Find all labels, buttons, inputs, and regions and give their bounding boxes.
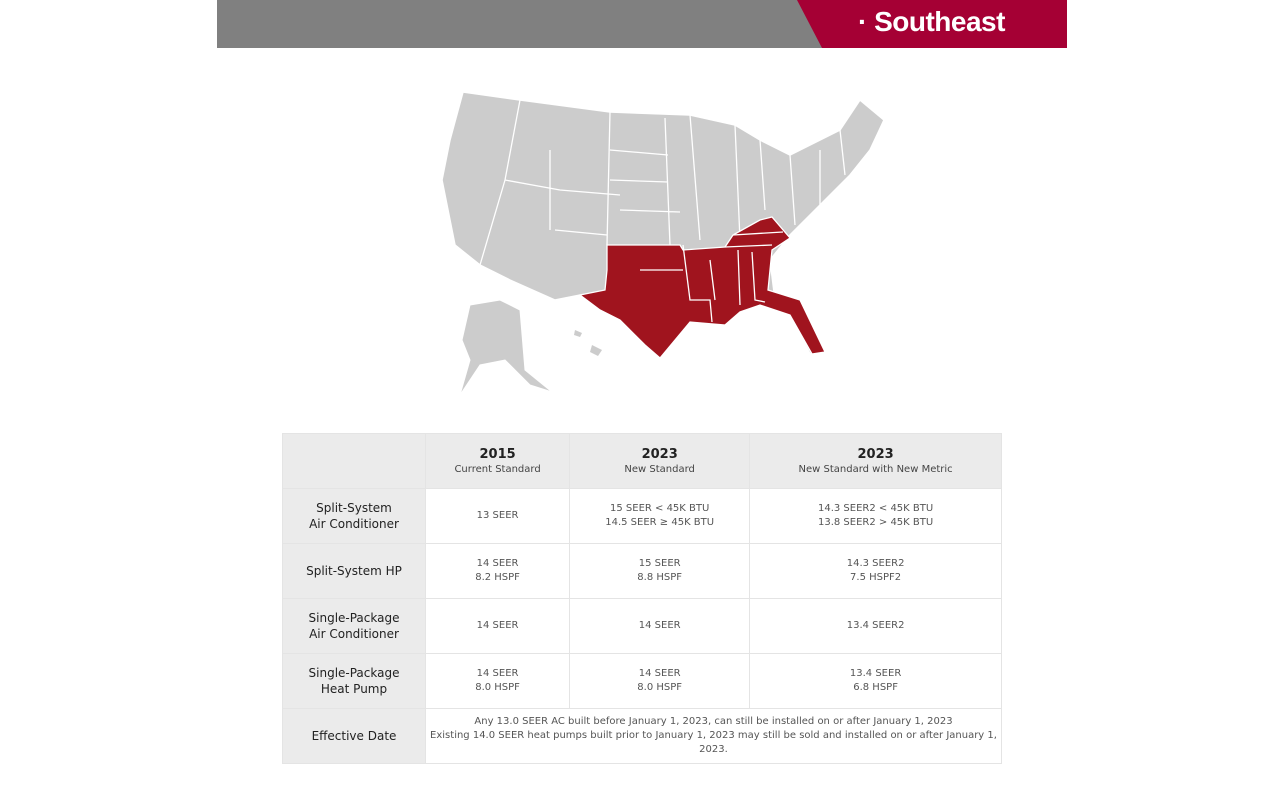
row-label: Single-Package Air Conditioner (282, 598, 426, 654)
map-alaska (459, 299, 553, 396)
region-title: · Southeast (858, 6, 1005, 37)
row-label: Split-System Air Conditioner (282, 488, 426, 544)
table-cell: 14.3 SEER2 < 45K BTU 13.8 SEER2 > 45K BTU (749, 488, 1002, 544)
table-cell: 15 SEER < 45K BTU 14.5 SEER ≥ 45K BTU (569, 488, 751, 544)
table-cell: 14 SEER 8.0 HSPF (569, 653, 751, 709)
table-row: Split-System Air Conditioner 13 SEER 15 SEE… (282, 488, 1002, 544)
header-region-banner (797, 0, 1067, 48)
effective-date-note: Any 13.0 SEER AC built before January 1,… (425, 708, 1002, 764)
table-cell: 13 SEER (424, 488, 571, 544)
row-label: Effective Date (282, 708, 426, 764)
us-map (441, 91, 885, 396)
table-cell: 14.3 SEER2 7.5 HSPF2 (749, 543, 1002, 599)
table-cell: 13.4 SEER2 (749, 598, 1002, 654)
column-header: 2023 New Standard (569, 433, 751, 489)
table-cell: 14 SEER (424, 598, 571, 654)
table-cell: 14 SEER (569, 598, 751, 654)
column-header: 2023 New Standard with New Metric (749, 433, 1002, 489)
table-row-effective-date: Effective Date Any 13.0 SEER AC built be… (282, 708, 1002, 764)
map-state-borders (479, 99, 846, 266)
header-empty-cell (282, 433, 426, 489)
table-cell: 15 SEER 8.8 HSPF (569, 543, 751, 599)
row-label: Split-System HP (282, 543, 426, 599)
table-cell: 14 SEER 8.0 HSPF (424, 653, 571, 709)
map-southeast-borders (640, 231, 784, 323)
map-hawaii-2 (590, 345, 602, 356)
table-row: Single-Package Air Conditioner 14 SEER 14 S… (282, 598, 1002, 654)
map-hawaii (574, 330, 582, 337)
table-row: Split-System HP 14 SEER 8.2 HSPF 15 SEER 8.8… (282, 543, 1002, 599)
table-header-row: 2015 Current Standard 2023 New Standard 20… (282, 433, 1002, 489)
efficiency-standards-table: 2015 Current Standard 2023 New Standard 20… (282, 433, 1002, 764)
table-row: Single-Package Heat Pump 14 SEER 8.0 HSPF 14… (282, 653, 1002, 709)
table-cell: 13.4 SEER 6.8 HSPF (749, 653, 1002, 709)
row-label: Single-Package Heat Pump (282, 653, 426, 709)
table-cell: 14 SEER 8.2 HSPF (424, 543, 571, 599)
column-header: 2015 Current Standard (424, 433, 571, 489)
map-southeast-highlight (578, 216, 826, 359)
